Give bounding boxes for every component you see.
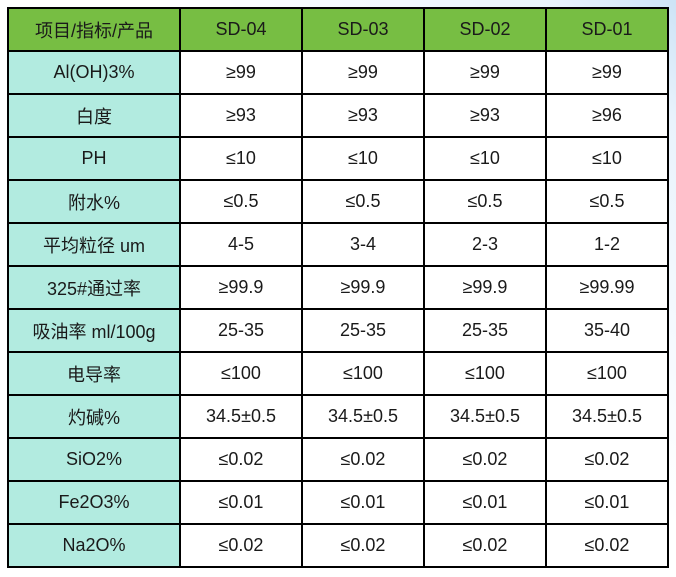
table-row: 附水% ≤0.5 ≤0.5 ≤0.5 ≤0.5 (7, 179, 669, 224)
table-row: 灼碱% 34.5±0.5 34.5±0.5 34.5±0.5 34.5±0.5 (7, 394, 669, 439)
cell-value: ≤0.02 (301, 523, 425, 568)
column-header-sd02: SD-02 (423, 7, 547, 52)
cell-value: ≤0.02 (179, 523, 303, 568)
cell-value: ≤0.01 (179, 480, 303, 525)
cell-value: ≥99.9 (423, 265, 547, 310)
cell-value: ≥93 (179, 93, 303, 138)
cell-value: ≤100 (423, 351, 547, 396)
table-row: 吸油率 ml/100g 25-35 25-35 25-35 35-40 (7, 308, 669, 353)
row-label: 附水% (7, 179, 181, 224)
row-label: PH (7, 136, 181, 181)
table-row: Na2O% ≤0.02 ≤0.02 ≤0.02 ≤0.02 (7, 523, 669, 568)
cell-value: ≤0.02 (545, 437, 669, 482)
cell-value: ≤0.02 (423, 523, 547, 568)
cell-value: ≤0.5 (545, 179, 669, 224)
cell-value: ≤0.5 (179, 179, 303, 224)
cell-value: ≤10 (423, 136, 547, 181)
cell-value: ≤0.01 (545, 480, 669, 525)
product-spec-table: 项目/指标/产品 SD-04 SD-03 SD-02 SD-01 Al(OH)3… (7, 7, 669, 568)
cell-value: ≤0.02 (179, 437, 303, 482)
row-label: 吸油率 ml/100g (7, 308, 181, 353)
cell-value: 25-35 (179, 308, 303, 353)
cell-value: ≥99 (179, 50, 303, 95)
table-row: 平均粒径 um 4-5 3-4 2-3 1-2 (7, 222, 669, 267)
cell-value: ≤100 (179, 351, 303, 396)
table-row: Fe2O3% ≤0.01 ≤0.01 ≤0.01 ≤0.01 (7, 480, 669, 525)
cell-value: ≤0.01 (423, 480, 547, 525)
row-label: 电导率 (7, 351, 181, 396)
cell-value: ≥99.9 (179, 265, 303, 310)
table-row: 电导率 ≤100 ≤100 ≤100 ≤100 (7, 351, 669, 396)
cell-value: 34.5±0.5 (301, 394, 425, 439)
cell-value: ≤0.5 (301, 179, 425, 224)
cell-value: ≥99.99 (545, 265, 669, 310)
row-label: 灼碱% (7, 394, 181, 439)
row-label: Na2O% (7, 523, 181, 568)
column-header-sd04: SD-04 (179, 7, 303, 52)
row-label: 平均粒径 um (7, 222, 181, 267)
row-label: 白度 (7, 93, 181, 138)
row-label: SiO2% (7, 437, 181, 482)
table-row: 白度 ≥93 ≥93 ≥93 ≥96 (7, 93, 669, 138)
cell-value: 34.5±0.5 (179, 394, 303, 439)
row-label: Fe2O3% (7, 480, 181, 525)
cell-value: 25-35 (301, 308, 425, 353)
cell-value: ≥99 (301, 50, 425, 95)
cell-value: ≤10 (301, 136, 425, 181)
cell-value: 2-3 (423, 222, 547, 267)
cell-value: ≤10 (545, 136, 669, 181)
cell-value: 25-35 (423, 308, 547, 353)
cell-value: 35-40 (545, 308, 669, 353)
cell-value: ≤0.02 (301, 437, 425, 482)
cell-value: ≥99 (423, 50, 547, 95)
table-row: PH ≤10 ≤10 ≤10 ≤10 (7, 136, 669, 181)
table-row: 325#通过率 ≥99.9 ≥99.9 ≥99.9 ≥99.99 (7, 265, 669, 310)
cell-value: ≤100 (545, 351, 669, 396)
cell-value: 4-5 (179, 222, 303, 267)
cell-value: 1-2 (545, 222, 669, 267)
column-header-sd01: SD-01 (545, 7, 669, 52)
cell-value: ≤0.02 (423, 437, 547, 482)
column-header-sd03: SD-03 (301, 7, 425, 52)
cell-value: ≤0.5 (423, 179, 547, 224)
cell-value: ≥99 (545, 50, 669, 95)
cell-value: ≥93 (423, 93, 547, 138)
row-label: 325#通过率 (7, 265, 181, 310)
cell-value: ≤0.02 (545, 523, 669, 568)
cell-value: ≤100 (301, 351, 425, 396)
cell-value: 3-4 (301, 222, 425, 267)
corner-header: 项目/指标/产品 (7, 7, 181, 52)
cell-value: ≥96 (545, 93, 669, 138)
cell-value: ≤0.01 (301, 480, 425, 525)
table-row: SiO2% ≤0.02 ≤0.02 ≤0.02 ≤0.02 (7, 437, 669, 482)
cell-value: ≥99.9 (301, 265, 425, 310)
cell-value: 34.5±0.5 (423, 394, 547, 439)
row-label: Al(OH)3% (7, 50, 181, 95)
table-row: Al(OH)3% ≥99 ≥99 ≥99 ≥99 (7, 50, 669, 95)
cell-value: 34.5±0.5 (545, 394, 669, 439)
cell-value: ≤10 (179, 136, 303, 181)
header-row: 项目/指标/产品 SD-04 SD-03 SD-02 SD-01 (7, 7, 669, 52)
cell-value: ≥93 (301, 93, 425, 138)
